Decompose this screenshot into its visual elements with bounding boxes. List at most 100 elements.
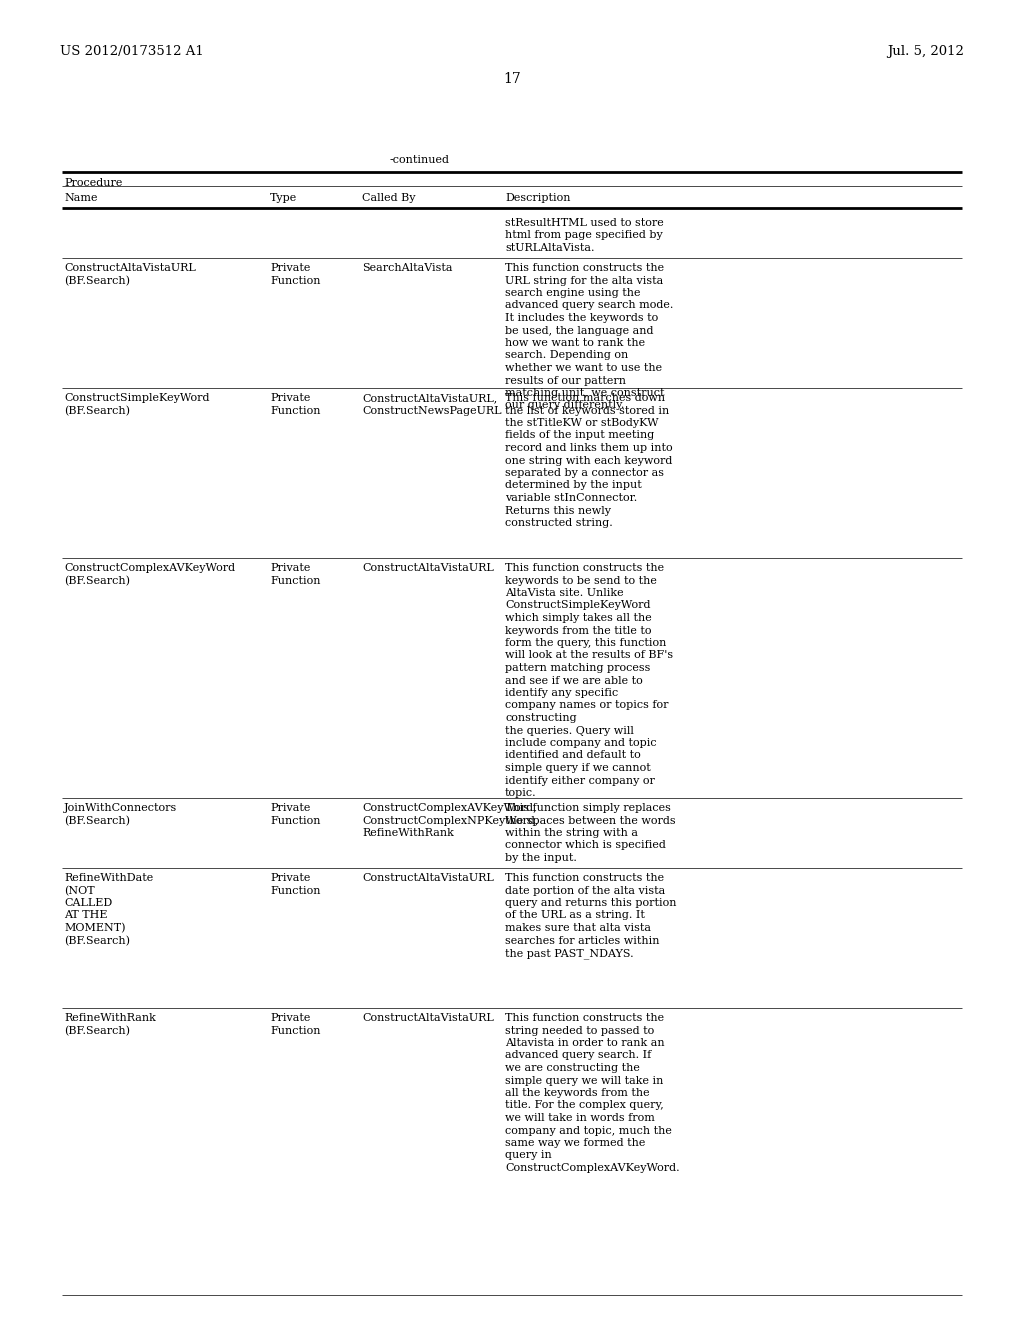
- Text: Jul. 5, 2012: Jul. 5, 2012: [887, 45, 964, 58]
- Text: keywords to be send to the: keywords to be send to the: [505, 576, 656, 586]
- Text: company names or topics for: company names or topics for: [505, 701, 669, 710]
- Text: html from page specified by: html from page specified by: [505, 231, 663, 240]
- Text: URL string for the alta vista: URL string for the alta vista: [505, 276, 664, 285]
- Text: Private: Private: [270, 803, 310, 813]
- Text: It includes the keywords to: It includes the keywords to: [505, 313, 658, 323]
- Text: Returns this newly: Returns this newly: [505, 506, 611, 516]
- Text: ConstructNewsPageURL: ConstructNewsPageURL: [362, 405, 502, 416]
- Text: (BF.Search): (BF.Search): [63, 816, 130, 826]
- Text: and see if we are able to: and see if we are able to: [505, 676, 643, 685]
- Text: same way we formed the: same way we formed the: [505, 1138, 645, 1148]
- Text: Function: Function: [270, 576, 321, 586]
- Text: Private: Private: [270, 393, 310, 403]
- Text: makes sure that alta vista: makes sure that alta vista: [505, 923, 651, 933]
- Text: ConstructAltaVistaURL,: ConstructAltaVistaURL,: [362, 393, 498, 403]
- Text: Type: Type: [270, 193, 297, 203]
- Text: results of our pattern: results of our pattern: [505, 375, 626, 385]
- Text: (BF.Search): (BF.Search): [63, 1026, 130, 1036]
- Text: will look at the results of BF's: will look at the results of BF's: [505, 651, 673, 660]
- Text: RefineWithRank: RefineWithRank: [362, 828, 454, 838]
- Text: JoinWithConnectors: JoinWithConnectors: [63, 803, 177, 813]
- Text: keywords from the title to: keywords from the title to: [505, 626, 651, 635]
- Text: matching unit, we construct: matching unit, we construct: [505, 388, 665, 399]
- Text: constructed string.: constructed string.: [505, 517, 612, 528]
- Text: Function: Function: [270, 405, 321, 416]
- Text: identify any specific: identify any specific: [505, 688, 618, 698]
- Text: title. For the complex query,: title. For the complex query,: [505, 1101, 664, 1110]
- Text: advanced query search. If: advanced query search. If: [505, 1051, 651, 1060]
- Text: stResultHTML used to store: stResultHTML used to store: [505, 218, 664, 228]
- Text: whether we want to use the: whether we want to use the: [505, 363, 663, 374]
- Text: identify either company or: identify either company or: [505, 776, 655, 785]
- Text: This function simply replaces: This function simply replaces: [505, 803, 671, 813]
- Text: ConstructAltaVistaURL: ConstructAltaVistaURL: [362, 564, 494, 573]
- Text: search engine using the: search engine using the: [505, 288, 640, 298]
- Text: SearchAltaVista: SearchAltaVista: [362, 263, 453, 273]
- Text: we are constructing the: we are constructing the: [505, 1063, 640, 1073]
- Text: Altavista in order to rank an: Altavista in order to rank an: [505, 1038, 665, 1048]
- Text: how we want to rank the: how we want to rank the: [505, 338, 645, 348]
- Text: fields of the input meeting: fields of the input meeting: [505, 430, 654, 441]
- Text: of the URL as a string. It: of the URL as a string. It: [505, 911, 645, 920]
- Text: the spaces between the words: the spaces between the words: [505, 816, 676, 825]
- Text: Procedure: Procedure: [63, 178, 123, 187]
- Text: RefineWithDate: RefineWithDate: [63, 873, 154, 883]
- Text: by the input.: by the input.: [505, 853, 577, 863]
- Text: CALLED: CALLED: [63, 898, 113, 908]
- Text: ConstructAltaVistaURL: ConstructAltaVistaURL: [362, 873, 494, 883]
- Text: Private: Private: [270, 263, 310, 273]
- Text: ConstructComplexAVKeyWord: ConstructComplexAVKeyWord: [63, 564, 236, 573]
- Text: ConstructAltaVistaURL: ConstructAltaVistaURL: [63, 263, 196, 273]
- Text: we will take in words from: we will take in words from: [505, 1113, 655, 1123]
- Text: ConstructComplexAVKeyWord.: ConstructComplexAVKeyWord.: [505, 1163, 680, 1173]
- Text: one string with each keyword: one string with each keyword: [505, 455, 673, 466]
- Text: US 2012/0173512 A1: US 2012/0173512 A1: [60, 45, 204, 58]
- Text: query and returns this portion: query and returns this portion: [505, 898, 677, 908]
- Text: ConstructComplexNPKeyWord,: ConstructComplexNPKeyWord,: [362, 816, 539, 825]
- Text: Description: Description: [505, 193, 570, 203]
- Text: Private: Private: [270, 1012, 310, 1023]
- Text: within the string with a: within the string with a: [505, 828, 638, 838]
- Text: This function constructs the: This function constructs the: [505, 873, 665, 883]
- Text: the past PAST_NDAYS.: the past PAST_NDAYS.: [505, 948, 634, 958]
- Text: (BF.Search): (BF.Search): [63, 936, 130, 946]
- Text: Name: Name: [63, 193, 97, 203]
- Text: ConstructAltaVistaURL: ConstructAltaVistaURL: [362, 1012, 494, 1023]
- Text: determined by the input: determined by the input: [505, 480, 642, 491]
- Text: topic.: topic.: [505, 788, 537, 799]
- Text: record and links them up into: record and links them up into: [505, 444, 673, 453]
- Text: Function: Function: [270, 276, 321, 285]
- Text: all the keywords from the: all the keywords from the: [505, 1088, 649, 1098]
- Text: Function: Function: [270, 816, 321, 825]
- Text: RefineWithRank: RefineWithRank: [63, 1012, 156, 1023]
- Text: company and topic, much the: company and topic, much the: [505, 1126, 672, 1135]
- Text: date portion of the alta vista: date portion of the alta vista: [505, 886, 666, 895]
- Text: the queries. Query will: the queries. Query will: [505, 726, 634, 735]
- Text: variable stInConnector.: variable stInConnector.: [505, 492, 637, 503]
- Text: constructing: constructing: [505, 713, 577, 723]
- Text: 17: 17: [503, 73, 521, 86]
- Text: search. Depending on: search. Depending on: [505, 351, 629, 360]
- Text: the list of keywords stored in: the list of keywords stored in: [505, 405, 670, 416]
- Text: be used, the language and: be used, the language and: [505, 326, 653, 335]
- Text: form the query, this function: form the query, this function: [505, 638, 667, 648]
- Text: simple query we will take in: simple query we will take in: [505, 1076, 664, 1085]
- Text: Called By: Called By: [362, 193, 416, 203]
- Text: which simply takes all the: which simply takes all the: [505, 612, 651, 623]
- Text: ConstructSimpleKeyWord: ConstructSimpleKeyWord: [63, 393, 210, 403]
- Text: simple query if we cannot: simple query if we cannot: [505, 763, 650, 774]
- Text: AT THE: AT THE: [63, 911, 108, 920]
- Text: This function marches down: This function marches down: [505, 393, 666, 403]
- Text: This function constructs the: This function constructs the: [505, 1012, 665, 1023]
- Text: string needed to passed to: string needed to passed to: [505, 1026, 654, 1035]
- Text: include company and topic: include company and topic: [505, 738, 656, 748]
- Text: This function constructs the: This function constructs the: [505, 564, 665, 573]
- Text: connector which is specified: connector which is specified: [505, 841, 666, 850]
- Text: separated by a connector as: separated by a connector as: [505, 469, 664, 478]
- Text: ConstructComplexAVKeyWord,: ConstructComplexAVKeyWord,: [362, 803, 537, 813]
- Text: identified and default to: identified and default to: [505, 751, 641, 760]
- Text: advanced query search mode.: advanced query search mode.: [505, 301, 674, 310]
- Text: query in: query in: [505, 1151, 552, 1160]
- Text: searches for articles within: searches for articles within: [505, 936, 659, 945]
- Text: This function constructs the: This function constructs the: [505, 263, 665, 273]
